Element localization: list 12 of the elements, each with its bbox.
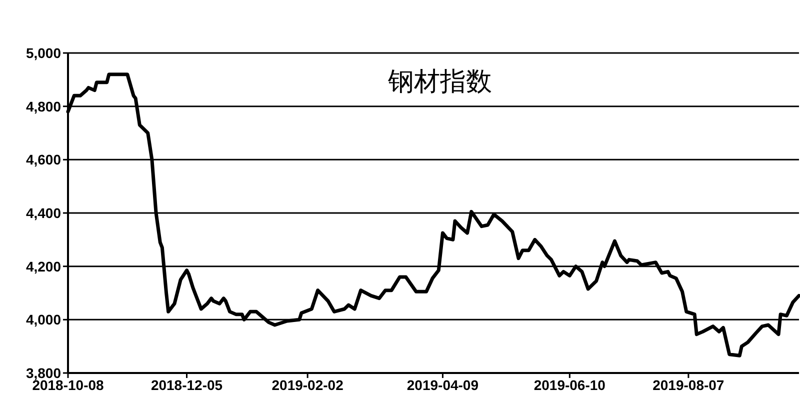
x-tick-label: 2019-06-10	[534, 377, 606, 393]
y-tick-label: 4,200	[26, 258, 62, 274]
y-tick-label: 5,000	[26, 45, 62, 61]
x-tick-label: 2019-04-09	[406, 377, 479, 393]
y-tick-label: 4,000	[26, 312, 62, 328]
text: 钢材指数	[387, 67, 492, 97]
x-tick-label: 2019-08-07	[652, 377, 724, 393]
x-tick-label: 2018-12-05	[150, 377, 223, 393]
x-tick-label: 2019-02-02	[272, 377, 344, 393]
y-tick-label: 4,600	[26, 152, 62, 168]
y-tick-label: 4,400	[26, 205, 62, 221]
y-tick-label: 4,800	[26, 98, 62, 114]
